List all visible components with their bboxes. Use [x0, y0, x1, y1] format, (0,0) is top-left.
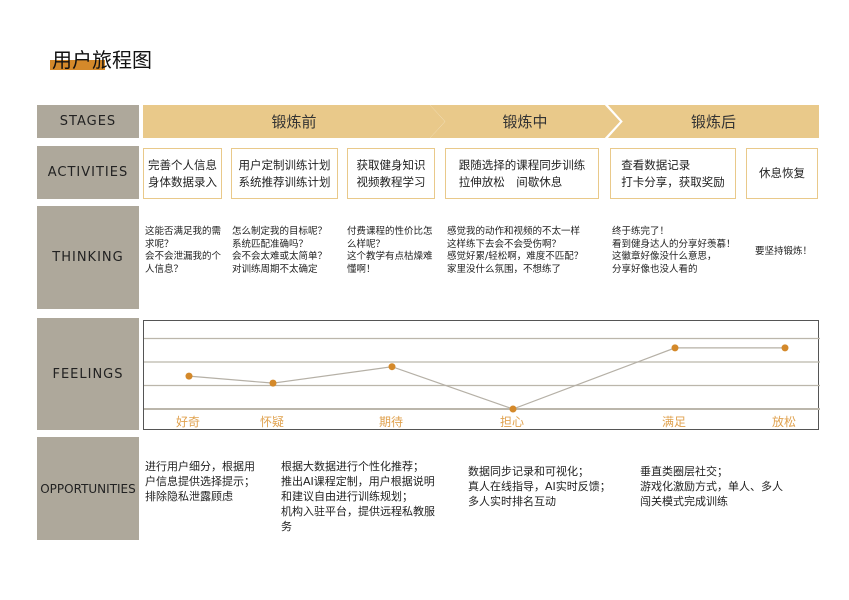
feeling-point [671, 344, 679, 352]
opportunity-note: 根据大数据进行个性化推荐； 推出AI课程定制，用户根据说明 和建议自由进行训练规… [281, 460, 435, 533]
thinking-note: 付费课程的性价比怎 么样呢？ 这个教学有点枯燥难 懂啊！ [347, 226, 433, 275]
thinking-label: THINKING [37, 206, 139, 309]
opportunity-note: 进行用户细分，根据用 户信息提供选择提示； 排除隐私泄露顾虑 [145, 460, 255, 503]
feelings-label: FEELINGS [37, 318, 139, 430]
activity-card: 查看数据记录 打卡分享，获取奖励 [610, 148, 736, 199]
feeling-point [388, 363, 396, 371]
thinking-note: 要坚持锻炼！ [755, 246, 813, 257]
thinking-note: 怎么制定我的目标呢？ 系统匹配准确吗？ 会不会太难或太简单？ 对训练周期不太确定 [232, 226, 328, 275]
opportunity-note: 垂直类圈层社交； 游戏化激励方式，单人、多人 闯关模式完成训练 [640, 465, 783, 508]
stages-label: STAGES [37, 105, 139, 138]
activity-card: 跟随选择的课程同步训练 拉伸放松 间歇休息 [445, 148, 599, 199]
feeling-point [185, 372, 193, 380]
feelings-chart [143, 320, 820, 430]
feeling-label: 满足 [661, 415, 687, 429]
feeling-point [781, 344, 789, 352]
activity-card: 休息恢复 [746, 148, 818, 199]
activity-card: 完善个人信息 身体数据录入 [143, 148, 222, 199]
stage-before: 锻炼前 [143, 105, 445, 138]
activities-label: ACTIVITIES [37, 146, 139, 199]
stage-during: 锻炼中 [430, 105, 620, 138]
stage-after: 锻炼后 [608, 105, 819, 138]
feeling-label: 好奇 [175, 415, 201, 429]
feeling-label: 担心 [499, 415, 525, 429]
opportunities-label: OPPORTUNITIES [37, 437, 139, 540]
feeling-point [509, 405, 517, 413]
feeling-label: 放松 [771, 415, 797, 429]
thinking-note: 感觉我的动作和视频的不太一样 这样练下去会不会受伤啊？ 感觉好累/轻松啊，难度不… [447, 226, 584, 275]
thinking-note: 这能否满足我的需 求呢？ 会不会泄漏我的个 人信息？ [145, 226, 222, 275]
feeling-label: 期待 [378, 415, 404, 429]
opportunity-note: 数据同步记录和可视化； 真人在线指导，AI实时反馈； 多人实时排名互动 [468, 465, 611, 508]
feeling-point [269, 379, 277, 387]
activity-card: 用户定制训练计划 系统推荐训练计划 [231, 148, 338, 199]
page-title: 用户旅程图 [52, 48, 152, 72]
thinking-note: 终于练完了！ 看到健身达人的分享好羡慕！ 这徽章好像没什么意思， 分享好像也没人… [612, 226, 736, 275]
activity-card: 获取健身知识 视频教程学习 [347, 148, 435, 199]
feelings-chart-svg [144, 337, 820, 413]
feeling-line [188, 347, 785, 410]
title-underline [50, 60, 105, 70]
feeling-label: 怀疑 [259, 415, 285, 429]
